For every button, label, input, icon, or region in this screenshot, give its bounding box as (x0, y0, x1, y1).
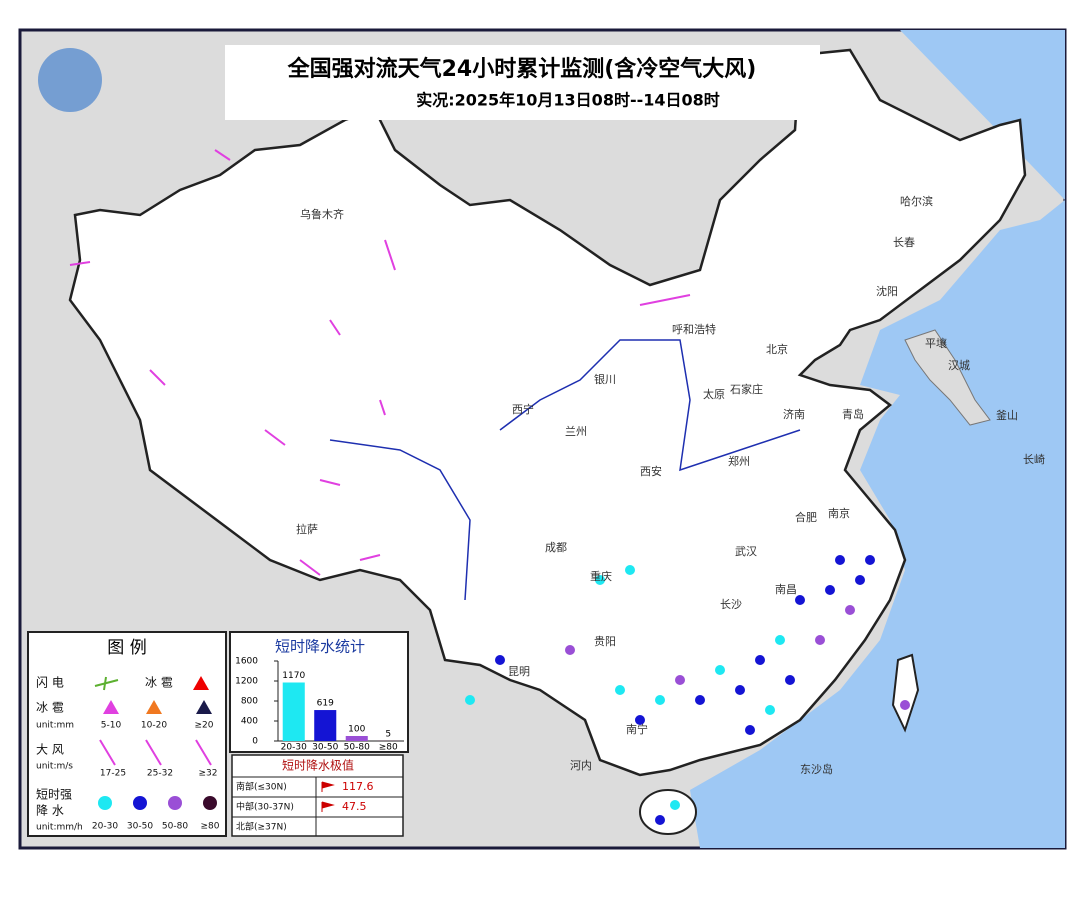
y-tick-label: 0 (252, 737, 258, 747)
city: 济南 (783, 407, 805, 421)
legend-level: 50-80 (162, 822, 188, 832)
stats-panel: 短时降水统计 0 400 800 1200 1600 20-30 1170 30-50 619 5… (230, 632, 408, 753)
table-cell: 中部(30-37N) (236, 801, 294, 813)
city: 长春 (893, 236, 915, 249)
city: 西安 (640, 464, 662, 478)
value-label: 5 (385, 729, 391, 739)
city: 釜山 (996, 408, 1018, 422)
legend-label: 降 水 (36, 804, 64, 818)
value-label: 619 (317, 699, 334, 709)
city: 哈尔滨 (900, 194, 933, 208)
subtitle: 实况:2025年10月13日08时--14日08时 (416, 91, 720, 110)
legend-level: ≥32 (199, 769, 218, 779)
legend-level: 5-10 (101, 721, 122, 731)
city: 银川 (594, 372, 616, 386)
x-tick-label: 20-30 (281, 743, 307, 753)
city: 沈阳 (876, 284, 898, 298)
city: 贵阳 (594, 635, 616, 648)
city: 太原 (703, 388, 725, 401)
legend-unit: unit:mm (36, 721, 74, 731)
value-label: 100 (348, 725, 365, 735)
city: 东沙岛 (800, 762, 833, 776)
legend-label: 闪 电 (36, 676, 64, 690)
city: 平壤 (925, 336, 947, 350)
city: 拉萨 (296, 522, 318, 536)
legend-level: 10-20 (141, 721, 167, 731)
bar (314, 710, 336, 741)
legend-unit: unit:mm/h (36, 823, 83, 833)
legend: 图 例 闪 电 冰 雹 冰 雹 unit:mm 5-10 10-20 ≥20 大… (28, 632, 226, 836)
legend-level: 17-25 (100, 769, 126, 779)
city: 汉城 (948, 359, 970, 372)
city: 兰州 (565, 425, 587, 438)
city: 郑州 (728, 454, 750, 468)
x-tick-label: ≥80 (379, 743, 398, 753)
extremes-table: 短时降水极值 南部(≤30N) 117.6 中部(30-37N) 47.5 北部… (232, 755, 403, 836)
chart-title: 短时降水统计 (275, 638, 365, 656)
legend-label: 冰 雹 (145, 676, 173, 690)
legend-title: 图 例 (107, 638, 146, 658)
city: 长沙 (720, 598, 742, 611)
city: 南京 (828, 506, 850, 520)
legend-label: 冰 雹 (36, 701, 64, 715)
y-tick-label: 1600 (235, 657, 258, 667)
x-tick-label: 50-80 (344, 743, 370, 753)
city: 南宁 (626, 722, 648, 736)
table-cell: 117.6 (342, 780, 374, 793)
city: 北京 (766, 342, 788, 356)
city: 重庆 (590, 569, 612, 583)
legend-level: 20-30 (92, 822, 118, 832)
legend-unit: unit:m/s (36, 762, 73, 772)
x-tick-label: 30-50 (312, 743, 338, 753)
bar (346, 736, 368, 741)
table-cell: 北部(≥37N) (236, 821, 287, 833)
y-tick-label: 800 (241, 697, 258, 707)
city: 成都 (545, 541, 567, 554)
city: 西宁 (512, 402, 534, 416)
y-tick-label: 1200 (235, 677, 258, 687)
city: 青岛 (842, 407, 864, 421)
city: 合肥 (795, 510, 817, 524)
city: 南昌 (775, 583, 797, 596)
rain-symbol (168, 796, 182, 810)
table-cell: 47.5 (342, 800, 367, 813)
rain-symbol (98, 796, 112, 810)
bar (283, 683, 305, 742)
legend-level: ≥20 (195, 721, 214, 731)
table-cell: 南部(≤30N) (236, 781, 287, 793)
title: 全国强对流天气24小时累计监测(含冷空气大风) (287, 56, 757, 82)
city: 呼和浩特 (672, 322, 716, 336)
legend-level: 25-32 (147, 769, 173, 779)
table-title: 短时降水极值 (282, 758, 354, 773)
legend-label: 大 风 (36, 743, 64, 757)
hainan (640, 790, 696, 834)
legend-level: ≥80 (201, 822, 220, 832)
city: 河内 (570, 758, 592, 772)
city: 武汉 (735, 545, 757, 558)
city: 昆明 (508, 665, 530, 678)
value-label: 1170 (282, 671, 305, 681)
logo (38, 48, 102, 112)
city: 乌鲁木齐 (300, 207, 344, 221)
rain-symbol (133, 796, 147, 810)
legend-label: 短时强 (36, 788, 72, 802)
y-tick-label: 400 (241, 717, 258, 727)
city: 长崎 (1023, 452, 1045, 466)
legend-level: 30-50 (127, 822, 153, 832)
city: 石家庄 (730, 382, 763, 396)
rain-symbol (203, 796, 217, 810)
